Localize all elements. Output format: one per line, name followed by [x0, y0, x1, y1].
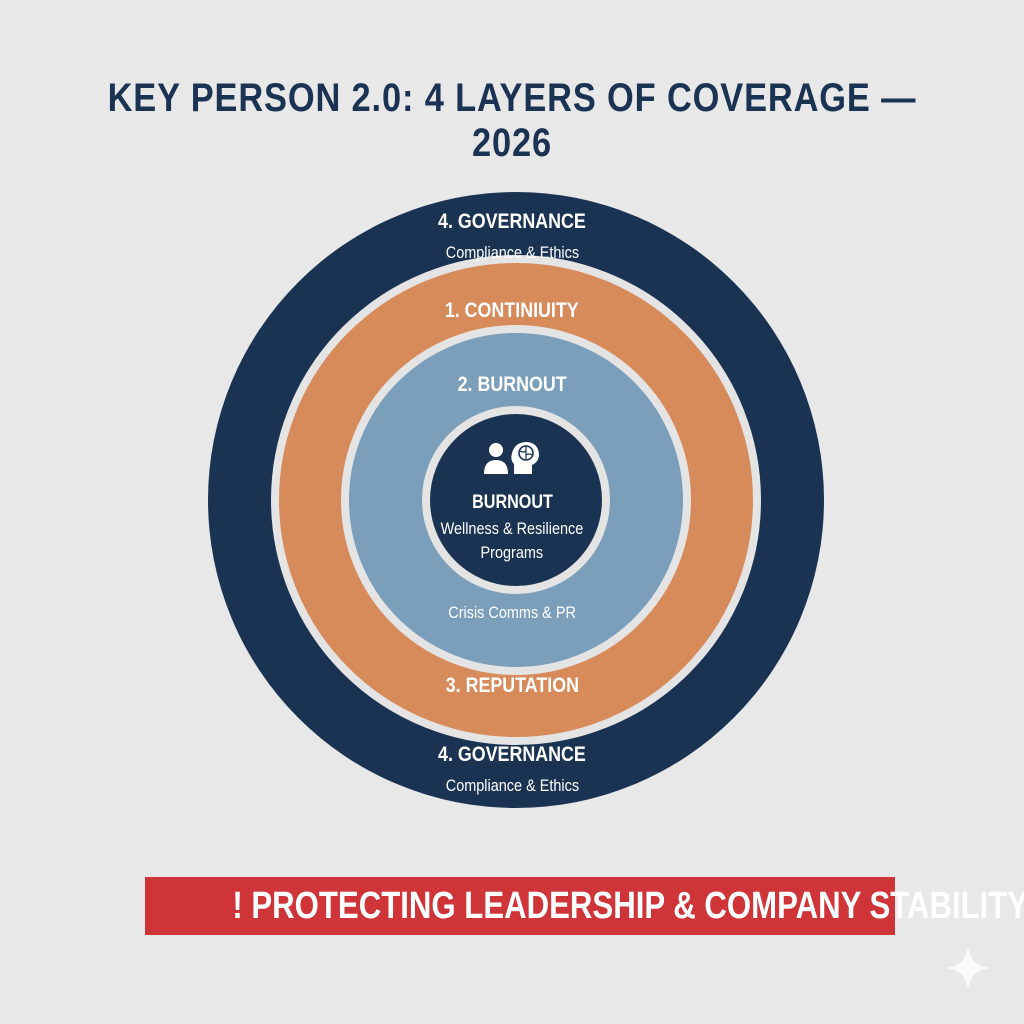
- center-line2: Programs: [480, 543, 544, 562]
- person-brain-icon: [484, 442, 539, 474]
- center-circle: [422, 406, 610, 594]
- governance-bottom-sub: Compliance & Ethics: [445, 776, 579, 795]
- governance-top-heading: 4. GOVERNANCE: [438, 210, 586, 233]
- page-title: KEY PERSON 2.0: 4 LAYERS OF COVERAGE — 2…: [107, 76, 917, 165]
- center-line1: Wellness & Resilience: [440, 519, 584, 538]
- reputation-heading: 3. REPUTATION: [445, 674, 579, 697]
- governance-top-sub: Compliance & Ethics: [445, 243, 579, 262]
- continuity-heading: 1. CONTINIUITY: [445, 299, 579, 322]
- sparkle-icon: [946, 946, 990, 990]
- burnout-sub: Crisis Comms & PR: [448, 603, 576, 622]
- governance-bottom-heading: 4. GOVERNANCE: [438, 743, 586, 766]
- burnout-heading: 2. BURNOUT: [457, 373, 567, 396]
- stability-banner: ! PROTECTING LEADERSHIP & COMPANY STABIL…: [145, 877, 1024, 935]
- center-heading: BURNOUT: [471, 492, 553, 513]
